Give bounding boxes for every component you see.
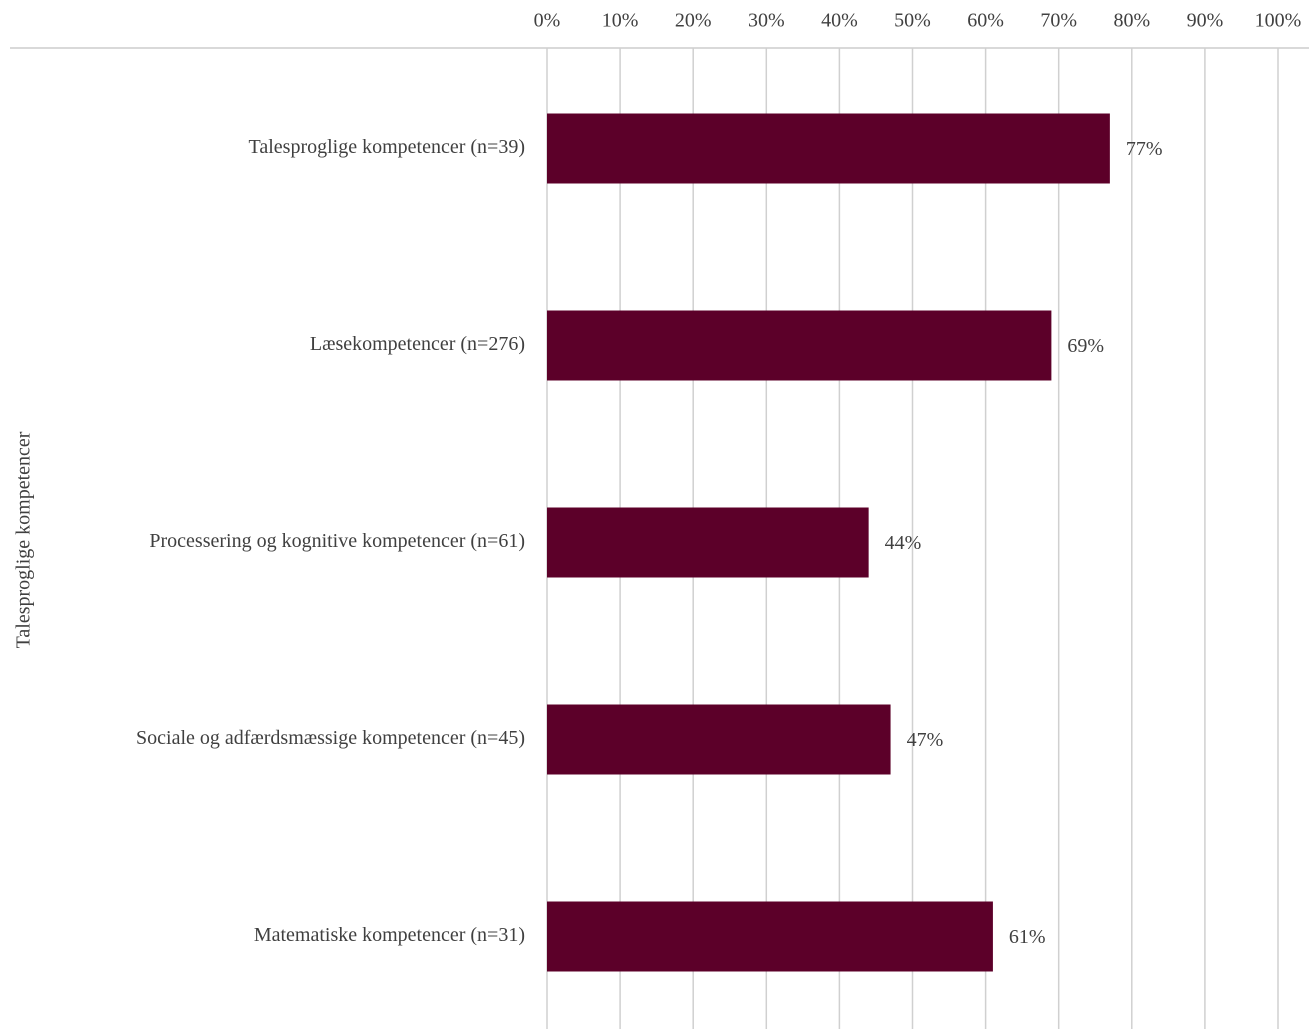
y-tick-label: Læsekompetencer (n=276): [310, 333, 525, 355]
bar: [547, 113, 1110, 184]
data-label: 69%: [1067, 335, 1104, 357]
bar: [547, 507, 869, 578]
x-tick-label: 60%: [967, 10, 1004, 32]
x-tick-label: 90%: [1187, 10, 1224, 32]
y-tick-label: Sociale og adfærdsmæssige kompetencer (n…: [136, 727, 525, 749]
x-tick-label: 80%: [1113, 10, 1150, 32]
data-label: 61%: [1009, 926, 1046, 948]
data-label: 44%: [885, 532, 922, 554]
x-tick-label: 70%: [1040, 10, 1077, 32]
x-tick-label: 10%: [602, 10, 639, 32]
y-tick-label: Matematiske kompetencer (n=31): [254, 924, 525, 946]
y-tick-label: Talesproglige kompetencer (n=39): [249, 136, 525, 158]
bar: [547, 310, 1052, 381]
bar: [547, 901, 993, 972]
x-tick-label: 20%: [675, 10, 712, 32]
data-label: 77%: [1126, 138, 1163, 160]
x-tick-label: 40%: [821, 10, 858, 32]
data-label: 47%: [907, 729, 944, 751]
x-tick-label: 30%: [748, 10, 785, 32]
y-axis-title: Talesproglige kompetencer: [13, 431, 35, 648]
x-tick-label: 0%: [534, 10, 561, 32]
y-tick-label: Processering og kognitive kompetencer (n…: [149, 530, 525, 552]
x-tick-label: 50%: [894, 10, 931, 32]
x-tick-label: 100%: [1255, 10, 1302, 32]
bar: [547, 704, 891, 775]
